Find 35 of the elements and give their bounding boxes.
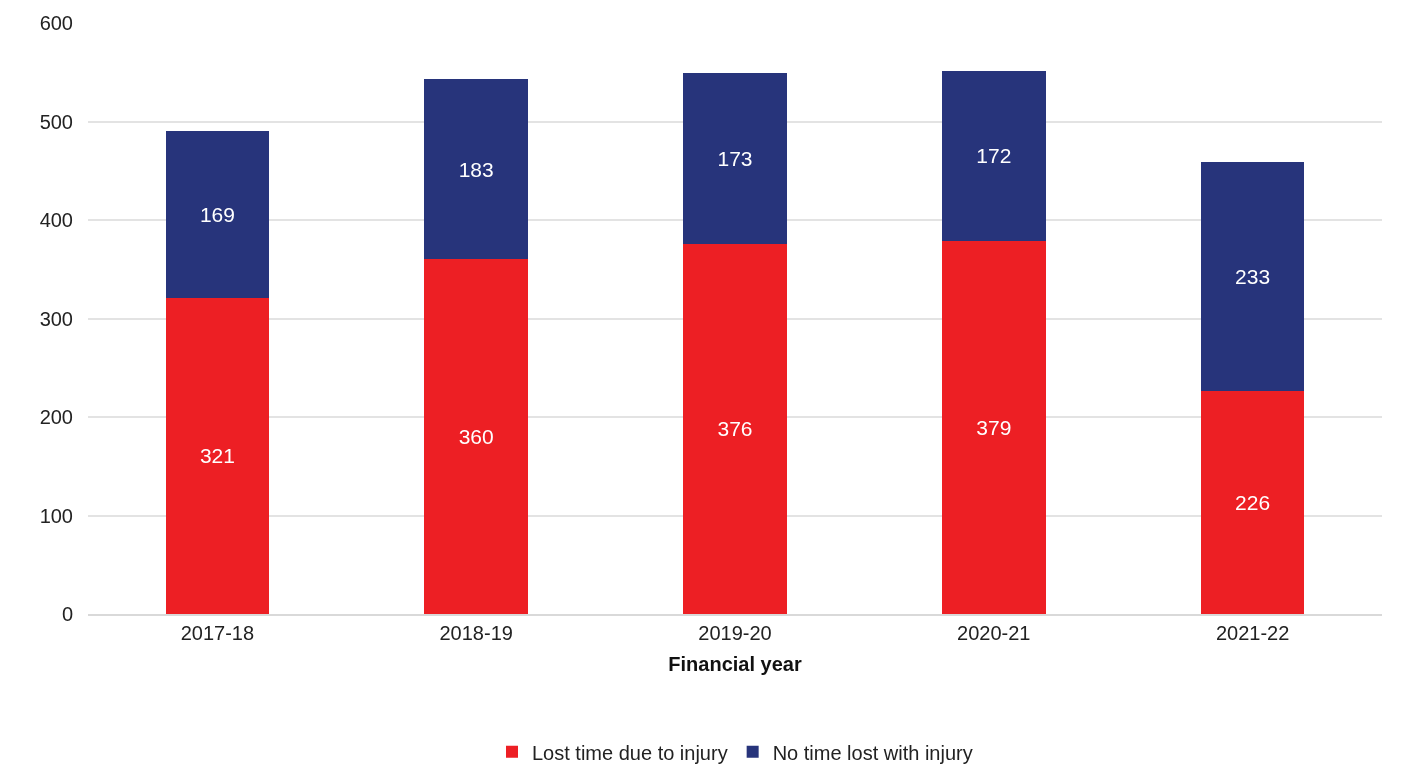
bar: [942, 71, 1046, 241]
bar: [1200, 391, 1305, 614]
data-label: 173: [717, 146, 753, 170]
data-label: 360: [458, 425, 494, 449]
legend-label: No time lost with injury: [772, 741, 973, 764]
data-label: 321: [199, 444, 235, 468]
y-tick-label: 0: [61, 603, 73, 625]
legend-label: Lost time due to injury: [532, 741, 728, 764]
data-label: 169: [199, 203, 235, 227]
bar: [424, 259, 528, 614]
bar: [683, 73, 787, 244]
data-label: 226: [1235, 491, 1271, 515]
data-label: 172: [976, 144, 1012, 168]
x-tick-label: 2017-18: [180, 622, 255, 644]
data-label: 379: [976, 415, 1012, 439]
bar: [1200, 161, 1305, 392]
bar: [942, 240, 1046, 614]
y-tick-label: 400: [39, 209, 73, 231]
y-tick-label: 600: [39, 12, 73, 34]
bar: [683, 243, 787, 614]
y-tick-label: 200: [39, 406, 73, 428]
bar: [424, 79, 528, 260]
data-label: 233: [1235, 265, 1271, 289]
x-axis-title: Financial year: [668, 653, 802, 675]
x-tick-label: 2018-19: [439, 622, 513, 644]
bar: [165, 297, 270, 614]
data-label: 376: [717, 417, 753, 441]
y-tick-label: 300: [39, 307, 73, 330]
data-label: 183: [458, 157, 494, 181]
y-tick-label: 100: [39, 504, 73, 527]
bar: [165, 131, 270, 298]
y-tick-label: 500: [39, 110, 73, 133]
x-tick-label: 2019-20: [698, 622, 772, 644]
x-tick-label: 2020-21: [957, 622, 1031, 644]
x-tick-label: 2021-22: [1215, 622, 1290, 644]
